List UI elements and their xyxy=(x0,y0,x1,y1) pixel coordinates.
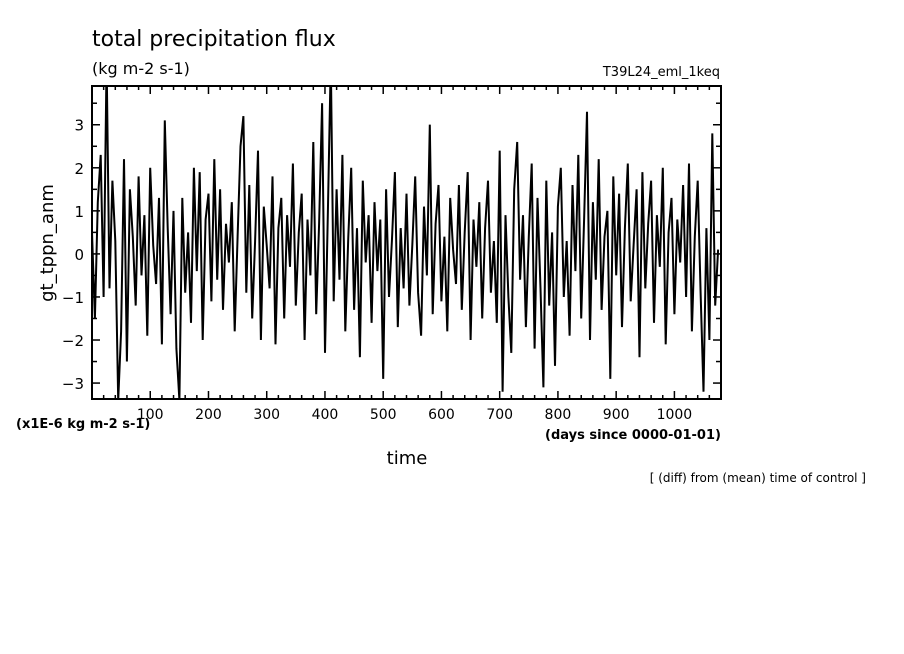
series-line xyxy=(92,86,720,399)
x-tick-label: 900 xyxy=(603,407,630,423)
y-tick-label: 2 xyxy=(74,160,84,178)
x-axis: 100 200 300 400 500 600 700 800 900 1000 xyxy=(102,86,711,423)
y-tick-label: 0 xyxy=(74,246,84,264)
y-units-label: (x1E-6 kg m-2 s-1) xyxy=(16,417,150,432)
plot-frame xyxy=(91,85,722,400)
y-tick-label: 3 xyxy=(74,117,84,135)
x-tick-label: 600 xyxy=(428,407,455,423)
x-tick-label: 700 xyxy=(486,407,513,423)
x-axis-label: time xyxy=(387,448,428,469)
x-tick-label: 400 xyxy=(312,407,339,423)
x-tick-label: 500 xyxy=(370,407,397,423)
chart-subtitle: (kg m-2 s-1) xyxy=(92,59,190,78)
x-tick-label: 300 xyxy=(253,407,280,423)
x-tick-label: 1000 xyxy=(657,407,693,423)
x-tick-label: 200 xyxy=(195,407,222,423)
x-units-label: (days since 0000-01-01) xyxy=(545,428,721,443)
x-tick-label: 100 xyxy=(137,407,164,423)
run-label: T39L24_eml_1keq xyxy=(602,65,720,80)
y-tick-label: −3 xyxy=(62,375,84,393)
footnote: [ (diff) from (mean) time of control ] xyxy=(650,471,866,485)
y-tick-label: 1 xyxy=(74,203,84,221)
chart-title: total precipitation flux xyxy=(92,27,336,52)
y-tick-label: −1 xyxy=(62,289,84,307)
x-tick-label: 800 xyxy=(545,407,572,423)
y-axis-label: gt_tppn_anm xyxy=(37,184,58,302)
y-tick-label: −2 xyxy=(62,332,84,350)
